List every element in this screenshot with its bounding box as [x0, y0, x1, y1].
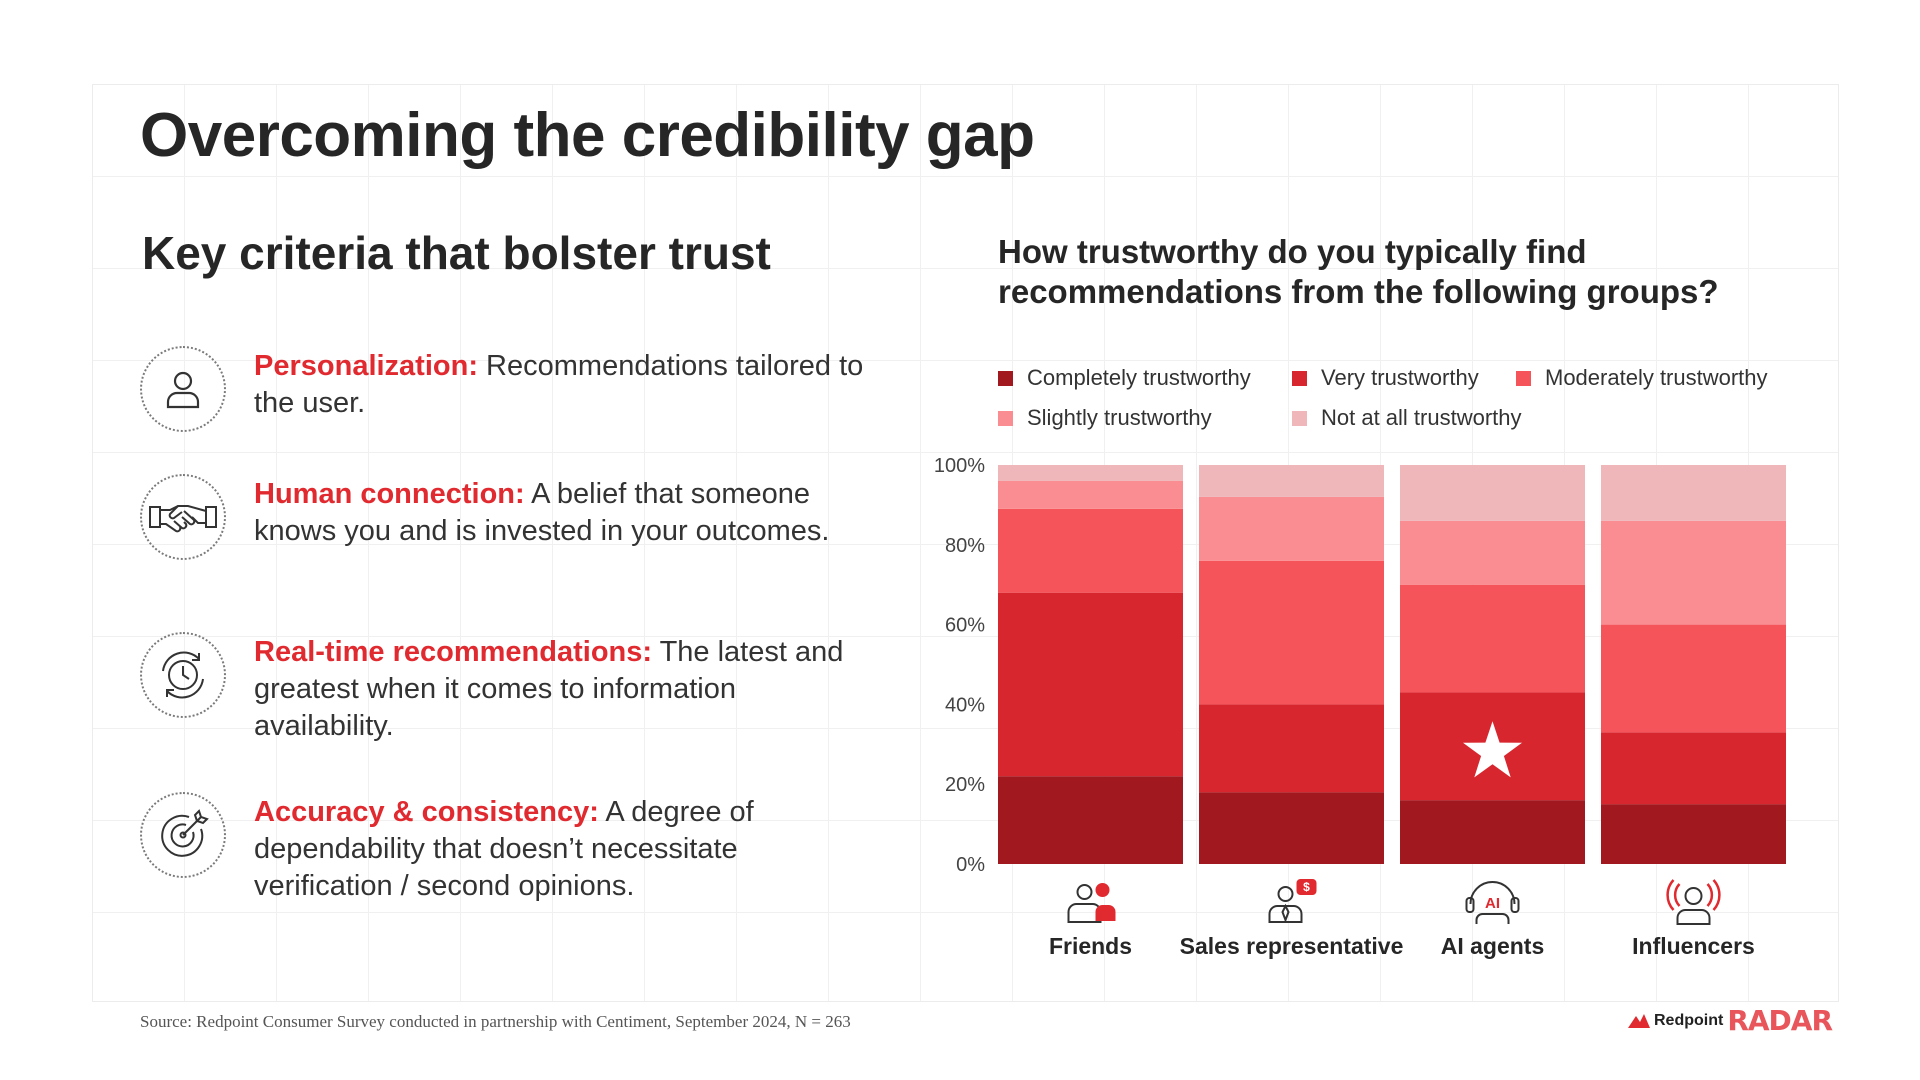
bar-segment-slightly-trustworthy — [1400, 520, 1585, 585]
bar-segment-not-at-all-trustworthy — [1400, 465, 1585, 521]
criterion-label: Personalization: — [254, 350, 478, 382]
y-tick-label: 20% — [945, 774, 985, 796]
criterion-label: Real-time recommendations: — [254, 636, 653, 668]
bar-segment-not-at-all-trustworthy — [1199, 465, 1384, 497]
handshake-icon — [140, 474, 226, 560]
category-label: Influencers — [1632, 933, 1755, 959]
friends-icon — [1067, 883, 1116, 923]
bar-segment-very-trustworthy — [998, 592, 1183, 777]
legend-item-very: Very trustworthy — [1292, 365, 1479, 391]
legend-swatch — [998, 370, 1013, 386]
svg-text:$: $ — [1303, 880, 1310, 894]
bar-segment-moderately-trustworthy — [1400, 584, 1585, 693]
legend-label: Moderately trustworthy — [1545, 365, 1768, 390]
legend-item-moderately: Moderately trustworthy — [1516, 365, 1768, 391]
legend-label: Very trustworthy — [1321, 365, 1479, 390]
criterion-description: Recommendations tailored to the user. — [254, 350, 864, 419]
page-title: Overcoming the credibility gap — [140, 101, 1035, 170]
criterion-text: Human connection: A belief that someone … — [254, 476, 874, 550]
bar-segment-completely-trustworthy — [1199, 792, 1384, 864]
category-label: Sales representative — [1180, 933, 1404, 959]
y-tick-label: 40% — [945, 694, 985, 716]
criterion-text: Accuracy & consistency: A degree of depe… — [254, 794, 874, 905]
clock-refresh-icon — [140, 632, 226, 718]
criterion-description: The latest and greatest when it comes to… — [254, 636, 844, 742]
legend-swatch — [998, 410, 1013, 426]
bar-segment-slightly-trustworthy — [1601, 520, 1786, 625]
y-tick-label: 80% — [945, 535, 985, 557]
influencer-icon — [1666, 879, 1721, 925]
bar-segment-completely-trustworthy — [1601, 804, 1786, 864]
bar-segment-not-at-all-trustworthy — [1601, 465, 1786, 521]
y-tick-label: 100% — [934, 455, 985, 477]
highlight-star-icon — [1463, 721, 1522, 778]
chart-title: How trustworthy do you typically find re… — [998, 233, 1719, 310]
user-icon — [140, 346, 226, 432]
legend-label: Slightly trustworthy — [1027, 405, 1212, 430]
svg-text:AI: AI — [1485, 895, 1500, 912]
sales-rep-icon: $ — [1268, 879, 1317, 923]
brand-name: Redpoint — [1654, 1011, 1724, 1029]
legend-label: Completely trustworthy — [1027, 365, 1251, 390]
bar-segment-very-trustworthy — [1199, 704, 1384, 793]
criterion-description: A belief that someone knows you and is i… — [254, 478, 830, 547]
y-tick-label: 60% — [945, 615, 985, 637]
stacked-bar-chart: 0% 20% 40% 60% 80% 100% Friends Sales represent… — [934, 455, 1786, 959]
legend-swatch — [1292, 370, 1307, 386]
brand-logo: Redpoint RADAR — [1628, 1004, 1833, 1037]
bar-segment-completely-trustworthy — [1400, 800, 1585, 864]
bar-segment-completely-trustworthy — [998, 776, 1183, 864]
source-note: Source: Redpoint Consumer Survey conduct… — [140, 1012, 851, 1031]
legend-item-not-at-all: Not at all trustworthy — [1292, 405, 1522, 431]
legend-swatch — [1292, 410, 1307, 426]
y-tick-label: 0% — [956, 854, 985, 876]
criterion-label: Accuracy & consistency: — [254, 796, 599, 828]
bar-segment-moderately-trustworthy — [998, 508, 1183, 593]
brand-product: RADAR — [1727, 1004, 1833, 1037]
ai-agent-icon: AI — [1465, 881, 1520, 924]
criterion-text: Personalization: Recommendations tailore… — [254, 348, 874, 422]
bar-segment-slightly-trustworthy — [998, 480, 1183, 509]
category-label: Friends — [1049, 933, 1132, 959]
bar-segment-moderately-trustworthy — [1601, 624, 1786, 733]
target-icon — [140, 792, 226, 878]
chart-legend: Completely trustworthy Very trustworthy … — [998, 365, 1818, 445]
legend-item-slightly: Slightly trustworthy — [998, 405, 1212, 431]
bar-segment-moderately-trustworthy — [1199, 560, 1384, 705]
bar-segment-very-trustworthy — [1601, 732, 1786, 805]
redpoint-logo-icon — [1628, 1013, 1650, 1028]
criterion-label: Human connection: — [254, 478, 525, 510]
criteria-heading: Key criteria that bolster trust — [142, 227, 771, 279]
criterion-text: Real-time recommendations: The latest an… — [254, 634, 874, 745]
legend-item-completely: Completely trustworthy — [998, 365, 1251, 391]
legend-label: Not at all trustworthy — [1321, 405, 1522, 430]
legend-swatch — [1516, 370, 1531, 386]
bar-segment-not-at-all-trustworthy — [998, 465, 1183, 481]
criterion-description: A degree of dependability that doesn’t n… — [254, 796, 754, 902]
bar-segment-slightly-trustworthy — [1199, 496, 1384, 561]
category-label: AI agents — [1441, 933, 1545, 959]
